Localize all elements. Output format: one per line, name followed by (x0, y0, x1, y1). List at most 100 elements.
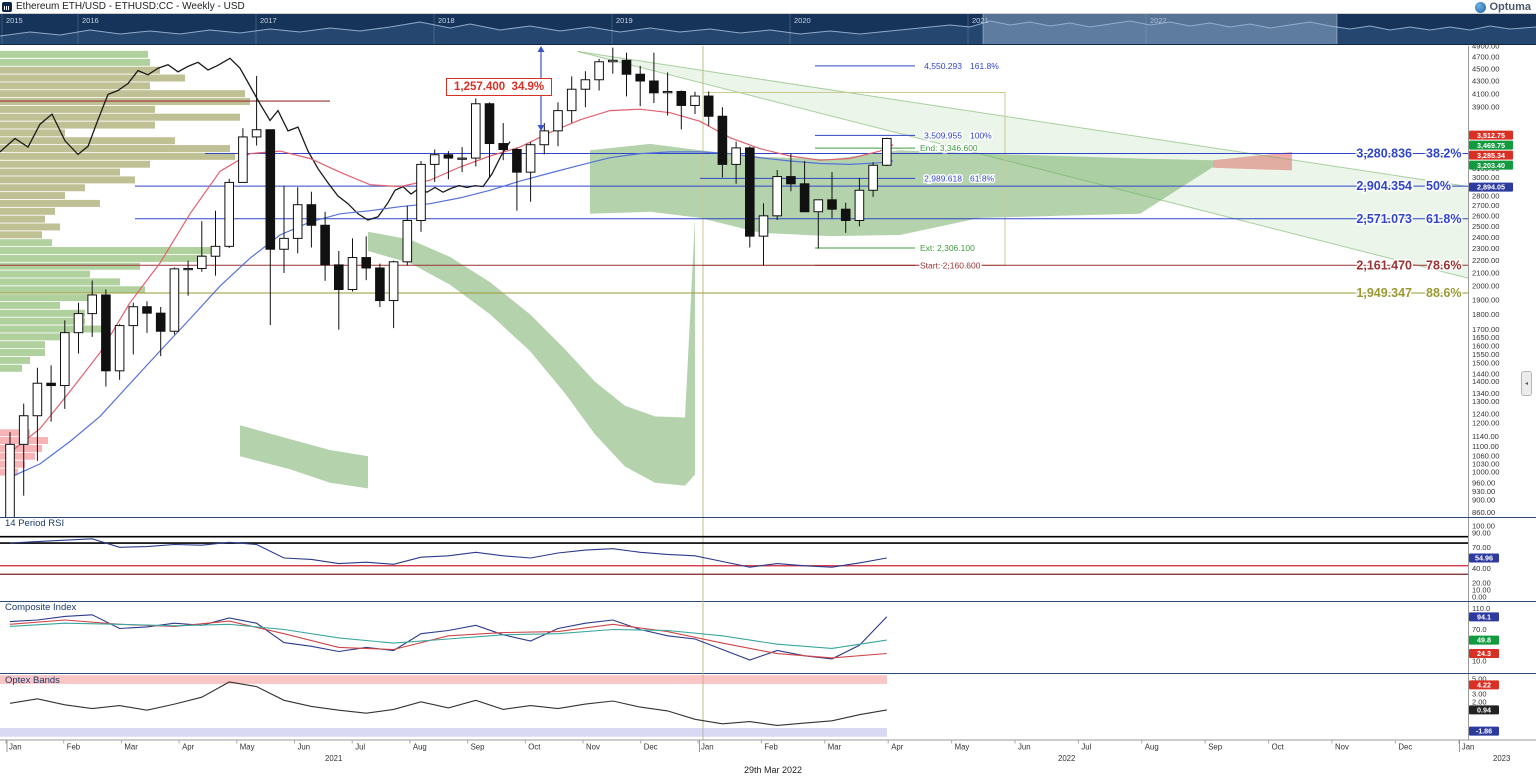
svg-text:2020: 2020 (794, 16, 811, 25)
composite-index-panel-label: Composite Index (5, 602, 77, 613)
svg-text:61.8%: 61.8% (1426, 212, 1461, 226)
svg-text:3000.00: 3000.00 (1472, 173, 1499, 182)
svg-text:860.00: 860.00 (1472, 508, 1495, 517)
indicator-band (0, 675, 887, 684)
svg-text:20.00: 20.00 (1472, 578, 1491, 587)
main-chart-plot[interactable] (0, 46, 1468, 561)
window-title: Ethereum ETH/USD - ETHUSD:CC - Weekly - … (16, 1, 245, 12)
svg-text:49.8: 49.8 (1477, 636, 1491, 645)
svg-text:2800.00: 2800.00 (1472, 191, 1499, 200)
optuma-logo-icon (1475, 1, 1487, 13)
svg-text:3900.00: 3900.00 (1472, 103, 1499, 112)
navigator-selection[interactable] (983, 14, 1337, 44)
svg-text:40.00: 40.00 (1472, 564, 1491, 573)
svg-text:2500.00: 2500.00 (1472, 222, 1499, 231)
svg-text:2,571.073: 2,571.073 (1356, 212, 1412, 226)
svg-text:4,550.293: 4,550.293 (924, 61, 962, 71)
svg-text:Oct: Oct (1272, 743, 1285, 752)
svg-text:2021: 2021 (972, 16, 989, 25)
svg-text:3,469.75: 3,469.75 (1477, 141, 1505, 150)
svg-text:1000.00: 1000.00 (1472, 467, 1499, 476)
svg-text:1550.00: 1550.00 (1472, 350, 1499, 359)
slow-ma-line (9, 622, 887, 649)
svg-text:May: May (955, 743, 970, 752)
svg-text:2300.00: 2300.00 (1472, 244, 1499, 253)
svg-text:2400.00: 2400.00 (1472, 233, 1499, 242)
optex-panel[interactable]: 5.003.002.001.004.220.94-1.86 (0, 675, 1499, 737)
svg-text:10.0: 10.0 (1472, 657, 1487, 666)
svg-text:2700.00: 2700.00 (1472, 201, 1499, 210)
svg-text:94.1: 94.1 (1477, 612, 1491, 621)
svg-text:4700.00: 4700.00 (1472, 53, 1499, 62)
svg-text:2,904.354: 2,904.354 (1356, 179, 1412, 193)
svg-text:Apr: Apr (182, 743, 195, 752)
svg-text:Start: 2,160.600: Start: 2,160.600 (920, 260, 981, 270)
svg-text:2000.00: 2000.00 (1472, 282, 1499, 291)
svg-text:2015: 2015 (6, 16, 23, 25)
composite-panel[interactable]: 110.0 70.0 10.0 94.1 49.8 24.3 (9, 604, 1499, 666)
axis-collapse-button[interactable]: ◂ (1521, 371, 1532, 396)
svg-text:Jun: Jun (1018, 743, 1031, 752)
svg-text:Dec: Dec (1398, 743, 1412, 752)
svg-text:2022: 2022 (1058, 754, 1075, 763)
svg-text:3,280.836: 3,280.836 (1356, 146, 1412, 160)
svg-text:5.00: 5.00 (1472, 675, 1487, 684)
ichimoku-cloud (240, 143, 1292, 489)
composite-line (9, 614, 888, 661)
svg-text:2018: 2018 (438, 16, 455, 25)
fib-measure-callout[interactable]: 1,257.400 34.9% (446, 78, 553, 96)
svg-text:100%: 100% (970, 130, 992, 140)
svg-text:Jul: Jul (1081, 743, 1091, 752)
svg-text:Aug: Aug (413, 743, 427, 752)
svg-text:1140.00: 1140.00 (1472, 432, 1499, 441)
svg-text:Aug: Aug (1145, 743, 1159, 752)
svg-text:1400.00: 1400.00 (1472, 377, 1499, 386)
svg-text:1200.00: 1200.00 (1472, 418, 1499, 427)
svg-text:110.0: 110.0 (1472, 604, 1490, 613)
svg-text:Sep: Sep (471, 743, 486, 752)
svg-text:Oct: Oct (528, 743, 541, 752)
svg-text:4300.00: 4300.00 (1472, 77, 1499, 86)
svg-text:Apr: Apr (891, 743, 904, 752)
svg-text:2017: 2017 (260, 16, 277, 25)
fib-labels: 3,280.836 38.2% 2,904.354 50% 2,571.073 61.8%… (919, 59, 1463, 301)
price-axis[interactable]: 4900.00 4700.00 4500.00 4300.00 4100.00 3900.… (1468, 42, 1514, 741)
optuma-logo: Optuma (1475, 1, 1531, 13)
svg-text:1340.00: 1340.00 (1472, 389, 1499, 398)
svg-text:930.00: 930.00 (1472, 487, 1495, 496)
svg-text:May: May (240, 743, 255, 752)
svg-text:1100.00: 1100.00 (1472, 442, 1499, 451)
svg-text:1440.00: 1440.00 (1472, 370, 1499, 379)
svg-text:3,203.40: 3,203.40 (1477, 161, 1505, 170)
svg-text:1900.00: 1900.00 (1472, 295, 1499, 304)
svg-text:2600.00: 2600.00 (1472, 211, 1499, 220)
navigator[interactable]: 20152016201720182019202020212022 (0, 14, 1536, 45)
svg-text:2200.00: 2200.00 (1472, 256, 1499, 265)
tenkan-line (9, 108, 894, 453)
svg-text:Sep: Sep (1208, 743, 1223, 752)
svg-text:Ext: 2,306.100: Ext: 2,306.100 (920, 243, 975, 253)
svg-text:0.94: 0.94 (1477, 705, 1491, 714)
svg-text:Jan: Jan (9, 743, 22, 752)
svg-text:1060.00: 1060.00 (1472, 452, 1499, 461)
optex-line (9, 681, 887, 726)
svg-text:4500.00: 4500.00 (1472, 64, 1499, 73)
svg-text:3,285.34: 3,285.34 (1477, 151, 1505, 160)
svg-text:Jun: Jun (298, 743, 311, 752)
svg-text:Jan: Jan (701, 743, 714, 752)
rsi-panel-label: 14 Period RSI (5, 518, 65, 529)
volume-profile (0, 50, 250, 476)
svg-text:2016: 2016 (82, 16, 99, 25)
svg-text:1030.00: 1030.00 (1472, 459, 1499, 468)
svg-text:2023: 2023 (1493, 754, 1510, 763)
svg-text:38.2%: 38.2% (1426, 146, 1461, 160)
svg-text:Jul: Jul (355, 743, 365, 752)
svg-text:1500.00: 1500.00 (1472, 359, 1499, 368)
svg-text:4100.00: 4100.00 (1472, 89, 1499, 98)
svg-text:1240.00: 1240.00 (1472, 410, 1499, 419)
candlestick-series (5, 47, 892, 518)
svg-text:10.00: 10.00 (1472, 585, 1491, 594)
